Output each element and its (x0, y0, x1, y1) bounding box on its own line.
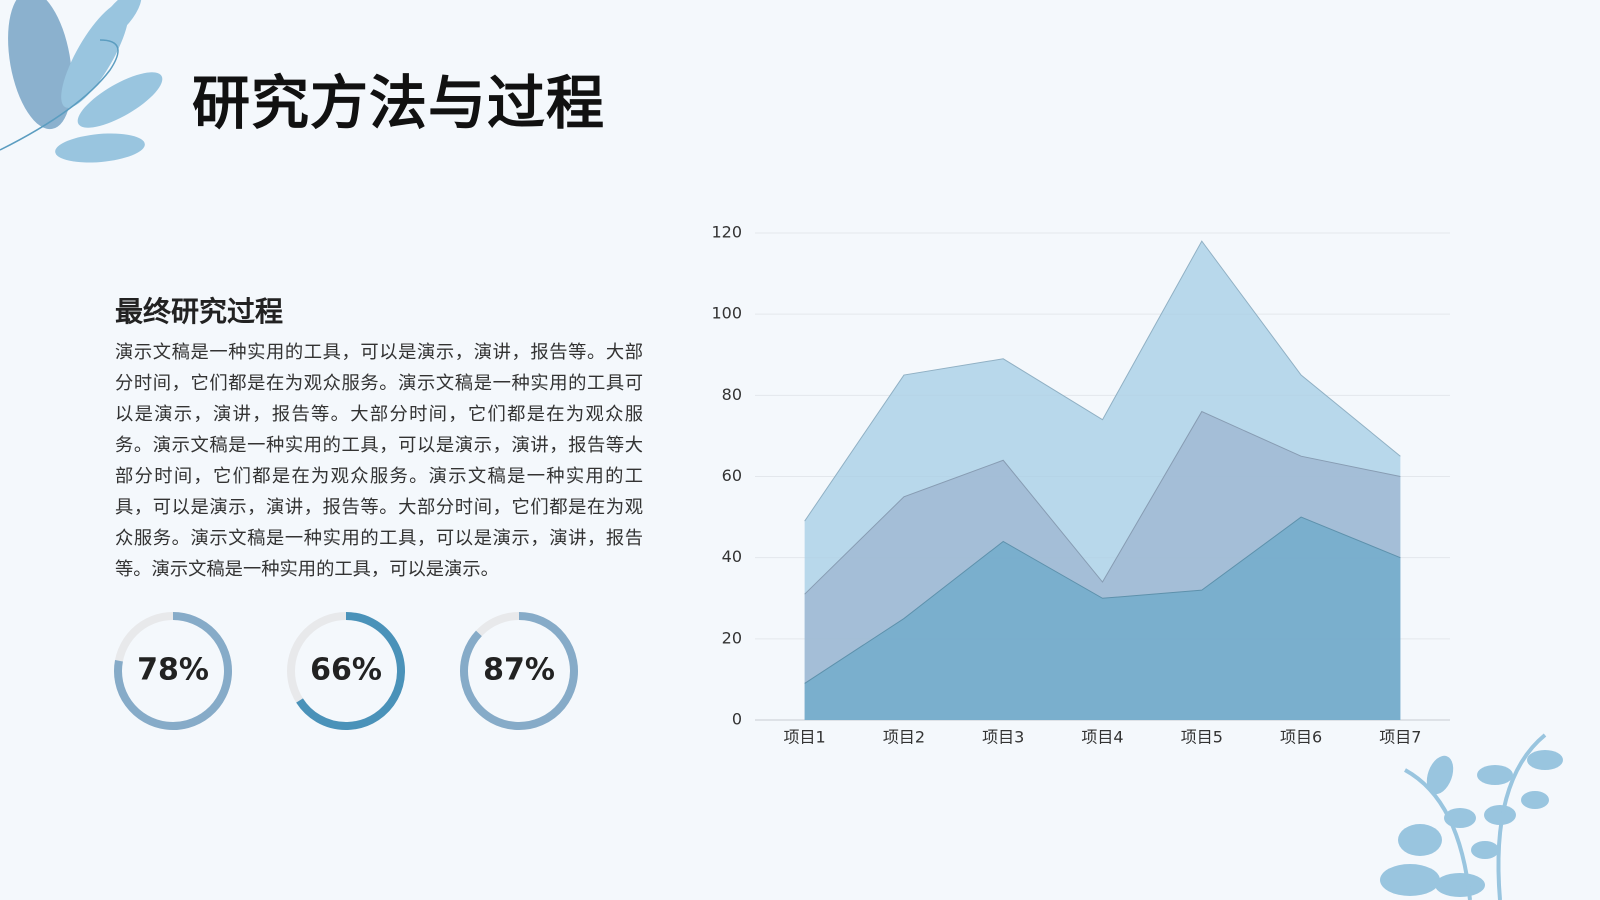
y-tick-label: 0 (732, 710, 742, 729)
area-line (804, 240, 1401, 522)
x-tick-label: 项目5 (1181, 728, 1223, 747)
ring-arc (460, 612, 578, 730)
x-tick-label: 项目4 (1081, 728, 1123, 747)
x-tick-label: 项目1 (784, 728, 826, 747)
x-tick-label: 项目6 (1280, 728, 1322, 747)
x-tick-label: 项目2 (883, 728, 925, 747)
ring-arc (296, 612, 405, 730)
y-tick-label: 60 (722, 466, 742, 485)
area-line (804, 410, 1401, 595)
x-tick-label: 项目7 (1379, 728, 1421, 747)
slide-title: 研究方法与过程 (192, 69, 606, 137)
section-heading: 最终研究过程 (115, 295, 284, 328)
leaf-decoration (0, 0, 1563, 900)
ring-label: 78% (137, 653, 209, 688)
ring-label: 87% (483, 653, 555, 688)
area-fill (804, 517, 1401, 720)
y-tick-label: 80 (722, 385, 742, 404)
y-tick-label: 120 (711, 223, 742, 242)
x-tick-label: 项目3 (982, 728, 1024, 747)
section-body: 演示文稿是一种实用的工具，可以是演示，演讲，报告等。大部分时间，它们都是在为观众… (115, 342, 643, 580)
ring-arc (114, 612, 232, 730)
y-tick-label: 40 (722, 547, 742, 566)
y-tick-label: 20 (722, 628, 742, 647)
ring-label: 66% (310, 653, 382, 688)
area-line (804, 516, 1401, 684)
y-tick-label: 100 (711, 304, 742, 323)
